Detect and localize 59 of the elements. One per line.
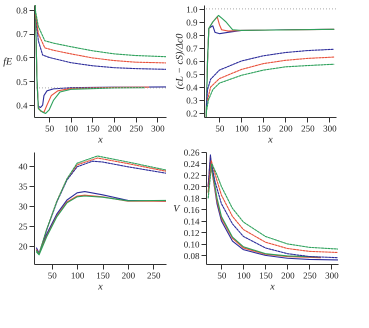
x-tick-label: 200 — [281, 270, 296, 280]
x-tick-label: 250 — [147, 270, 162, 280]
y-tick-label: 0.22 — [184, 170, 200, 180]
x-tick-label: 200 — [108, 124, 122, 134]
y-tick-label: 0.16 — [184, 204, 200, 215]
y-tick-label: 30 — [18, 202, 28, 212]
x-axis-title: x — [97, 282, 104, 292]
x-tick-label: 50 — [217, 270, 227, 280]
y-tick-label: 35 — [18, 182, 28, 192]
y-tick-label: 0.26 — [184, 148, 200, 158]
y-tick-label: 0.8 — [16, 5, 28, 16]
y-tick-label: 0.12 — [184, 228, 200, 238]
x-tick-label: 150 — [96, 270, 110, 280]
y-tick-label: 1.0 — [186, 4, 198, 14]
y-tick-label: 0.4 — [186, 82, 198, 93]
x-tick-label: 50 — [215, 124, 225, 134]
y-tick-label: 0.24 — [184, 158, 200, 169]
y-tick-label: 0.2 — [186, 108, 198, 119]
x-tick-label: 100 — [64, 124, 79, 134]
x-tick-label: 200 — [122, 270, 136, 280]
y-tick-label: 0.7 — [16, 29, 28, 40]
y-tick-label: 25 — [18, 222, 28, 232]
y-axis-title: V — [173, 204, 182, 214]
y-tick-label: 0.6 — [186, 56, 198, 66]
x-tick-label: 300 — [325, 270, 340, 280]
x-tick-label: 250 — [303, 270, 318, 280]
y-tick-label: 0.5 — [186, 70, 198, 80]
y-tick-label: 0.8 — [186, 30, 198, 40]
y-axis-title: (cL − cS)/Δc0 — [174, 34, 186, 90]
y-tick-label: 40 — [18, 162, 28, 172]
y-axis-title: fE — [3, 56, 12, 68]
y-tick-label: 0.14 — [184, 216, 200, 226]
x-tick-label: 100 — [237, 270, 252, 280]
y-tick-label: 20 — [18, 242, 28, 252]
x-axis-title: x — [269, 282, 276, 292]
y-tick-label: 0.20 — [184, 182, 200, 192]
x-tick-label: 50 — [45, 124, 55, 134]
x-tick-label: 250 — [301, 124, 316, 134]
x-tick-label: 150 — [259, 270, 274, 280]
y-tick-label: 0.08 — [184, 250, 200, 261]
y-tick-label: 0.10 — [184, 239, 200, 250]
y-tick-label: 0.7 — [186, 43, 198, 54]
y-tick-label: 0.9 — [186, 17, 198, 28]
x-tick-label: 300 — [151, 124, 166, 134]
x-tick-label: 200 — [279, 124, 294, 134]
x-axis-title: x — [97, 134, 104, 146]
y-tick-label: 0.6 — [16, 52, 28, 63]
x-tick-label: 250 — [129, 124, 144, 134]
x-tick-label: 150 — [86, 124, 100, 134]
x-tick-label: 50 — [48, 270, 58, 280]
x-tick-label: 150 — [257, 124, 272, 134]
y-tick-label: 0.3 — [186, 96, 198, 106]
y-tick-label: 0.5 — [16, 76, 28, 87]
x-axis-title: x — [267, 134, 274, 146]
x-tick-label: 100 — [235, 124, 250, 134]
y-tick-label: 0.18 — [184, 193, 200, 204]
y-tick-label: 0.4 — [16, 100, 28, 111]
x-tick-label: 100 — [70, 270, 85, 280]
x-tick-label: 300 — [323, 124, 338, 134]
